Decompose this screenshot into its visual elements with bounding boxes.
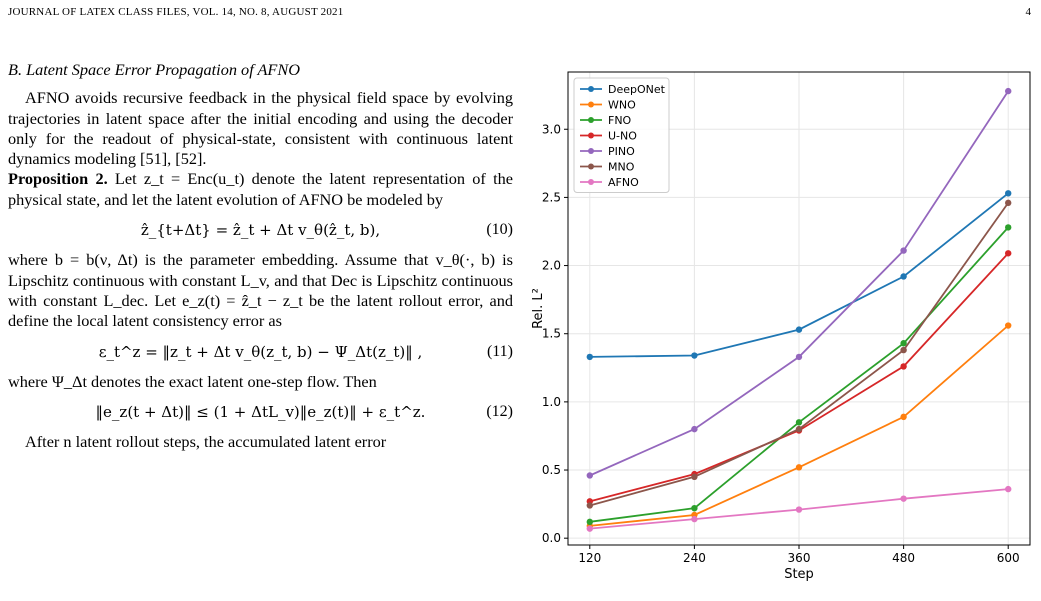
y-tick-label: 3.0: [542, 122, 561, 136]
legend-marker-wno: [588, 101, 594, 108]
equation-12-body: ‖e_z(t + Δt)‖ ≤ (1 + ΔtL_v)‖e_z(t)‖ + ε_…: [95, 403, 426, 422]
data-point-afno: [1005, 485, 1012, 493]
proposition-text: Let z_t = Enc(u_t) denote the latent rep…: [8, 169, 513, 209]
legend-label-pino: PINO: [608, 145, 635, 158]
data-point-pino: [900, 247, 907, 254]
legend-label-u-no: U-NO: [608, 130, 637, 143]
legend-marker-deeponet: [588, 86, 594, 92]
data-point-pino: [586, 472, 593, 479]
y-tick-label: 1.5: [542, 327, 561, 341]
data-point-deeponet: [691, 352, 698, 359]
error-chart: 0.0 0.5 1.0 1.5 2.0 2.5 3.0 120 240 360 480 600 Step…: [530, 60, 1041, 596]
equation-10-number: (10): [486, 221, 513, 239]
proposition-label: Proposition 2.: [8, 169, 108, 189]
data-point-fno: [795, 419, 803, 426]
y-tick-label: 1.0: [542, 395, 561, 409]
equation-10-body: ẑ_{t+Δt} = ẑ_t + Δt v_θ(ẑ_t, b),: [140, 221, 381, 240]
paragraph-accumulated: After n latent rollout steps, the accumu…: [25, 432, 387, 452]
journal-header: JOURNAL OF LATEX CLASS FILES, VOL. 14, N…: [8, 6, 344, 18]
x-axis-label: Step: [784, 567, 814, 582]
legend-marker-u-no: [588, 132, 594, 139]
data-point-deeponet: [1005, 190, 1012, 197]
data-point-u-no: [900, 363, 907, 370]
data-point-fno: [691, 504, 698, 512]
legend-marker-afno: [588, 179, 594, 185]
data-point-pino: [795, 353, 803, 361]
x-tick-label: 120: [578, 551, 601, 565]
data-point-mno: [1005, 199, 1012, 207]
page-number: 4: [1025, 6, 1032, 18]
legend-label-fno: FNO: [608, 114, 632, 127]
section-title: B. Latent Space Error Propagation of AFN…: [8, 60, 300, 79]
data-point-mno: [586, 502, 593, 509]
y-tick-label: 0.5: [542, 463, 561, 477]
data-point-pino: [1005, 87, 1012, 95]
equation-11: ε_t^z = ‖z_t + Δt v_θ(z_t, b) − Ψ_Δt(z_t…: [8, 342, 513, 362]
equation-12-number: (12): [486, 403, 513, 421]
equation-10: ẑ_{t+Δt} = ẑ_t + Δt v_θ(ẑ_t, b), (10): [8, 220, 513, 240]
data-point-deeponet: [586, 353, 593, 361]
legend-marker-fno: [588, 117, 594, 123]
data-point-mno: [795, 425, 803, 433]
x-tick-label: 240: [683, 551, 706, 565]
x-tick-label: 600: [997, 551, 1020, 565]
data-point-afno: [900, 495, 907, 502]
data-point-deeponet: [795, 326, 803, 333]
data-point-afno: [795, 506, 803, 513]
y-axis-label: Rel. L²: [531, 288, 546, 329]
data-point-afno: [691, 515, 698, 523]
y-tick-label: 2.0: [542, 259, 561, 273]
data-point-fno: [586, 518, 593, 526]
proposition: Proposition 2. Let z_t = Enc(u_t) denote…: [8, 169, 513, 210]
y-tick-label: 2.5: [542, 190, 561, 204]
legend-box: [573, 77, 670, 193]
data-point-wno: [900, 413, 907, 421]
data-point-u-no: [1005, 250, 1012, 257]
data-point-wno: [1005, 322, 1012, 329]
data-point-mno: [900, 346, 907, 354]
x-tick-label: 480: [892, 551, 915, 565]
data-point-mno: [691, 473, 698, 481]
data-point-deeponet: [900, 273, 907, 280]
equation-11-body: ε_t^z = ‖z_t + Δt v_θ(z_t, b) − Ψ_Δt(z_t…: [98, 342, 423, 361]
paragraph-flow: where Ψ_Δt denotes the exact latent one-…: [8, 371, 377, 391]
paragraph-assumptions: where b = b(ν, Δt) is the parameter embe…: [8, 250, 513, 331]
plot-frame: [567, 71, 1031, 546]
equation-12: ‖e_z(t + Δt)‖ ≤ (1 + ΔtL_v)‖e_z(t)‖ + ε_…: [8, 402, 513, 422]
line-chart: 0.0 0.5 1.0 1.5 2.0 2.5 3.0 120 240 360 480 600 Step…: [531, 71, 1031, 582]
legend-label-afno: AFNO: [608, 176, 639, 189]
legend-label-mno: MNO: [608, 161, 635, 174]
data-point-pino: [691, 425, 698, 433]
legend-marker-mno: [588, 163, 594, 170]
x-tick-label: 360: [788, 551, 811, 565]
data-point-afno: [586, 525, 593, 532]
equation-11-number: (11): [486, 342, 513, 360]
legend-label-wno: WNO: [608, 99, 636, 112]
paragraph-intro: AFNO avoids recursive feedback in the ph…: [8, 88, 513, 169]
data-point-fno: [900, 340, 907, 347]
text-column: B. Latent Space Error Propagation of AFN…: [8, 60, 513, 453]
y-tick-label: 0.0: [542, 531, 561, 545]
data-point-fno: [1005, 224, 1012, 231]
legend-marker-pino: [588, 148, 594, 154]
data-point-wno: [795, 464, 803, 471]
legend-label-deeponet: DeepONet: [608, 83, 666, 96]
